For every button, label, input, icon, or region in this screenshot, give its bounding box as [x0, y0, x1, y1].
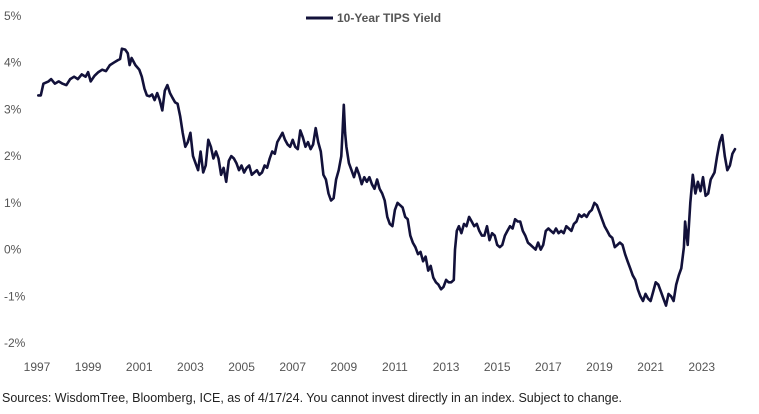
x-tick-label: 2013: [433, 360, 460, 374]
x-tick-label: 2001: [126, 360, 153, 374]
series-group: [37, 47, 737, 307]
x-tick-label: 2009: [330, 360, 357, 374]
x-tick-label: 2015: [484, 360, 511, 374]
x-tick-label: 2021: [637, 360, 664, 374]
x-tick-label: 1997: [24, 360, 51, 374]
series-line-tips-yield: [37, 47, 737, 307]
y-tick-label: -1%: [4, 289, 26, 303]
legend-label: 10-Year TIPS Yield: [337, 11, 441, 25]
x-tick-label: 2005: [228, 360, 255, 374]
y-tick-label: 0%: [4, 243, 22, 257]
y-axis-ticks: -2% -1% 0% 1% 2% 3% 4% 5%: [4, 9, 26, 350]
y-tick-label: 2%: [4, 149, 22, 163]
source-note: Sources: WisdomTree, Bloomberg, ICE, as …: [2, 391, 623, 405]
x-tick-label: 2003: [177, 360, 204, 374]
y-tick-label: -2%: [4, 336, 26, 350]
y-tick-label: 1%: [4, 196, 22, 210]
x-tick-label: 2019: [586, 360, 613, 374]
x-tick-label: 2023: [688, 360, 715, 374]
x-axis-ticks: 1997 1999 2001 2003 2005 2007 2009 2011 2013 2015…: [24, 360, 716, 374]
x-tick-label: 2007: [279, 360, 306, 374]
legend: 10-Year TIPS Yield: [306, 11, 441, 25]
y-tick-label: 5%: [4, 9, 22, 23]
x-tick-label: 2011: [382, 360, 408, 374]
y-tick-label: 3%: [4, 102, 22, 116]
x-tick-label: 1999: [75, 360, 102, 374]
y-tick-label: 4%: [4, 56, 22, 70]
x-tick-label: 2017: [535, 360, 562, 374]
